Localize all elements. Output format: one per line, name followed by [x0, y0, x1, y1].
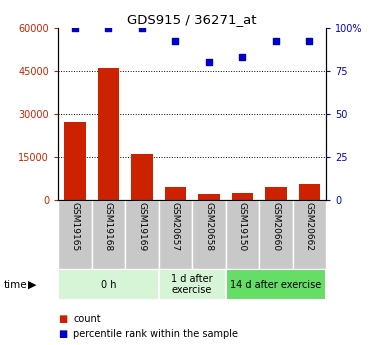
Bar: [64, 122, 86, 200]
Text: GSM19169: GSM19169: [137, 202, 146, 252]
Point: [206, 59, 212, 65]
Bar: [165, 187, 186, 200]
Text: GSM19165: GSM19165: [70, 202, 80, 252]
Text: GSM20662: GSM20662: [305, 202, 314, 251]
Text: count: count: [73, 314, 101, 324]
Bar: [159, 269, 226, 300]
Point: [139, 25, 145, 30]
Bar: [198, 194, 220, 200]
Title: GDS915 / 36271_at: GDS915 / 36271_at: [128, 13, 257, 27]
Bar: [98, 68, 119, 200]
Point: [172, 39, 178, 44]
Text: percentile rank within the sample: percentile rank within the sample: [73, 329, 238, 339]
Text: GSM20660: GSM20660: [272, 202, 280, 251]
Text: 0 h: 0 h: [100, 280, 116, 289]
Text: GSM20658: GSM20658: [204, 202, 213, 251]
Text: ■: ■: [58, 329, 68, 339]
Point: [306, 39, 312, 44]
Text: 14 d after exercise: 14 d after exercise: [230, 280, 322, 289]
Bar: [192, 200, 226, 269]
Bar: [58, 200, 92, 269]
Bar: [232, 193, 254, 200]
Bar: [226, 200, 259, 269]
Point: [240, 54, 246, 60]
Bar: [125, 200, 159, 269]
Point: [72, 25, 78, 30]
Bar: [226, 269, 326, 300]
Text: time: time: [4, 280, 27, 289]
Bar: [159, 200, 192, 269]
Bar: [131, 154, 153, 200]
Bar: [293, 200, 326, 269]
Text: ▶: ▶: [28, 280, 37, 289]
Text: GSM19150: GSM19150: [238, 202, 247, 252]
Bar: [298, 184, 320, 200]
Bar: [92, 200, 125, 269]
Text: 1 d after
exercise: 1 d after exercise: [171, 274, 213, 295]
Text: GSM20657: GSM20657: [171, 202, 180, 251]
Text: ■: ■: [58, 314, 68, 324]
Text: GSM19168: GSM19168: [104, 202, 113, 252]
Point: [105, 25, 111, 30]
Bar: [265, 187, 287, 200]
Bar: [259, 200, 293, 269]
Bar: [58, 269, 159, 300]
Point: [273, 39, 279, 44]
